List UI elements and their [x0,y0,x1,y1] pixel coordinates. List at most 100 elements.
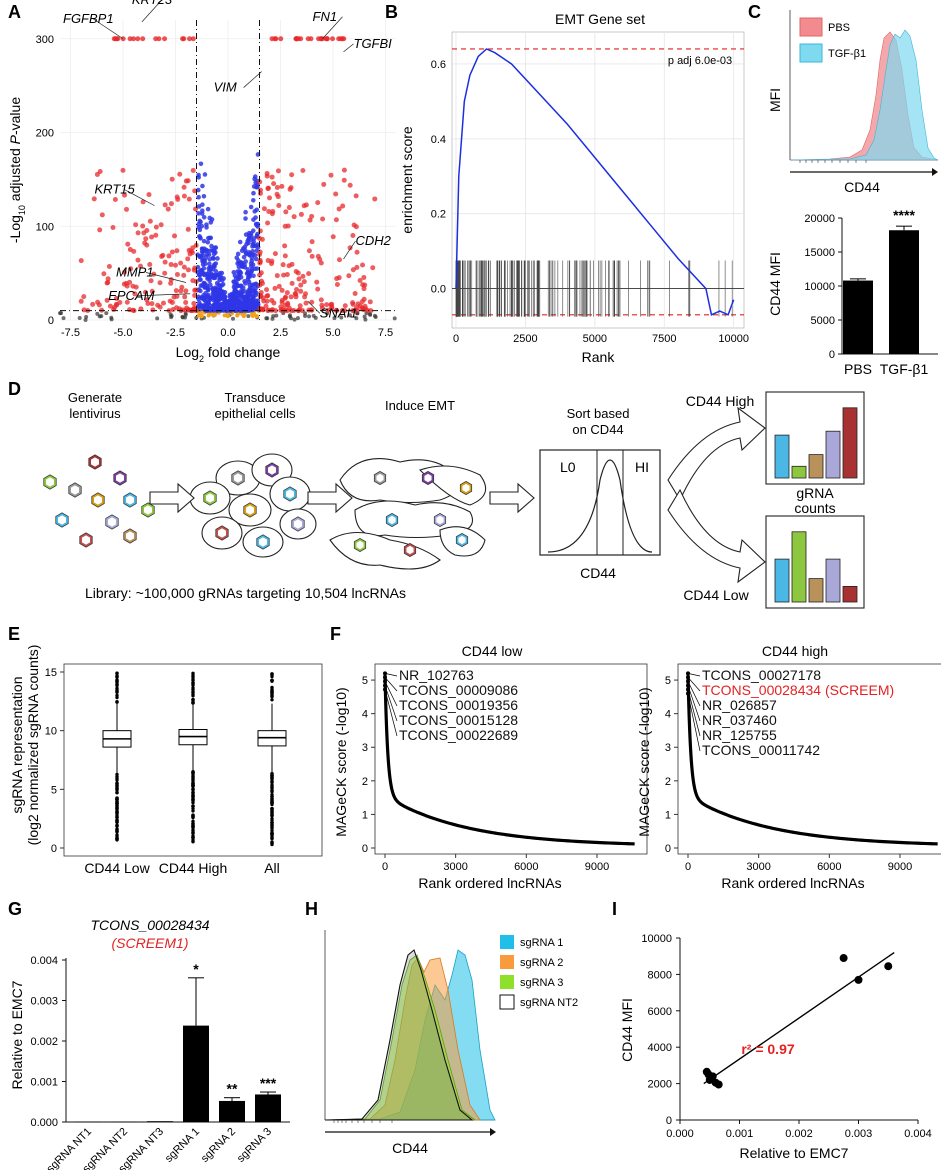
volcano-point [143,236,149,242]
mageck-high-gene-label: TCONS_00027178 [702,667,821,683]
i-xtick: 0.000 [666,1128,694,1140]
volcano-point [264,170,270,176]
box-outlier [191,806,195,811]
volcano-point [149,234,155,240]
qpcr-bar [255,1094,281,1122]
volcano-point [149,301,155,307]
volcano-point [351,222,357,228]
mageck-high-ytick: 1 [665,809,671,821]
volcano-point [84,314,89,319]
correlation-scatter: 0 2000 4000 6000 8000 10000 0.000 0.001 0.002 0.0… [619,933,932,1161]
volcano-point [212,312,217,317]
volcano-point [124,299,130,305]
volcano-point [255,242,260,247]
volcano-point [249,266,255,272]
lentivirus-particle [88,454,102,470]
volcano-point [354,264,360,270]
volcano-point [285,223,291,229]
box-outlier [191,675,195,679]
volcano-point [208,265,214,270]
volcano-point [347,245,353,251]
volcano-point [308,36,314,42]
gene-label: KRT23 [132,0,173,7]
box-outlier [115,827,119,832]
sort-gate-box [539,449,661,556]
volcano-ytick: 200 [36,128,54,140]
box-outlier [191,821,195,826]
volcano-point [235,251,241,257]
i-ytick: 8000 [648,969,672,981]
mageck-high-gene-label: TCONS_00028434 (SCREEM) [702,682,894,698]
volcano-point [228,305,234,311]
cd44-high-label: CD44 High [686,393,754,409]
volcano-point [199,295,205,301]
volcano-point [208,282,213,288]
box-outlier [191,770,195,774]
volcano-point [221,294,226,299]
box-outlier [115,695,119,700]
boxplot-ylabel-2: (log2 normalized sgRNA counts) [25,645,41,846]
volcano-point [230,316,235,321]
h-legend-label: sgRNA 3 [520,977,563,989]
volcano-point [333,191,339,197]
volcano-point [361,274,367,280]
volcano-point [196,225,201,230]
volcano-point [207,278,212,284]
volcano-point [341,167,347,173]
sgrnant2-histogram [324,949,474,1121]
box-outlier [191,775,195,779]
volcano-point [78,298,84,304]
h-legend-label: sgRNA 2 [520,957,563,969]
box-ytick: 15 [45,667,57,679]
panel-label-b: B [385,2,398,22]
volcano-point [81,307,87,313]
volcano-point [107,303,113,309]
volcano-point [271,181,277,187]
qpcr-bar-chart: TCONS_00028434 (SCREEM1) 0.000 0.001 0.002… [9,917,290,1170]
volcano-point [246,308,251,313]
mfi-ytick: 10000 [804,281,835,293]
volcano-point [317,256,323,262]
volcano-point [282,302,288,308]
volcano-point [240,301,246,307]
volcano-point [289,316,294,321]
volcano-point [368,312,373,317]
gsea-xtick: 5000 [583,333,607,345]
volcano-point [183,300,189,306]
volcano-point [362,314,367,319]
box-outlier [270,785,274,790]
lentivirus-particle [55,512,69,528]
volcano-xtick: -7.5 [61,327,80,339]
cell-nucleus [283,486,297,502]
volcano-point [352,290,358,296]
volcano-xtick: 7.5 [378,327,393,339]
sgrna-histogram: CD44 sgRNA 1 sgRNA 2 sgRNA 3 sgRNA NT2 [324,930,578,1156]
gene-label: FGFBP1 [63,11,114,26]
volcano-point [254,314,259,319]
qpcr-bar [219,1100,245,1122]
volcano-point [294,36,300,42]
volcano-point [287,186,293,192]
volcano-point [332,316,337,321]
volcano-point [250,249,255,254]
mageck-high-ytick: 0 [665,843,671,855]
volcano-point [282,253,288,259]
h-legend-label: sgRNA NT2 [520,997,578,1009]
volcano-point [300,273,306,279]
volcano-point [222,303,228,308]
volcano-point [180,314,185,319]
volcano-point [251,239,256,245]
panel-label-e: E [8,624,20,644]
box-outlier [191,681,195,686]
volcano-point [160,300,166,306]
sort-distribution-curve [547,459,653,553]
gene-label: FN1 [313,9,338,24]
volcano-point [284,290,290,296]
volcano-point [254,207,260,213]
gene-label: KRT15 [95,182,136,197]
volcano-point [166,253,172,259]
volcano-point [307,217,313,223]
i-ytick: 0 [666,1115,672,1127]
volcano-point [208,235,214,241]
volcano-point [365,308,371,314]
